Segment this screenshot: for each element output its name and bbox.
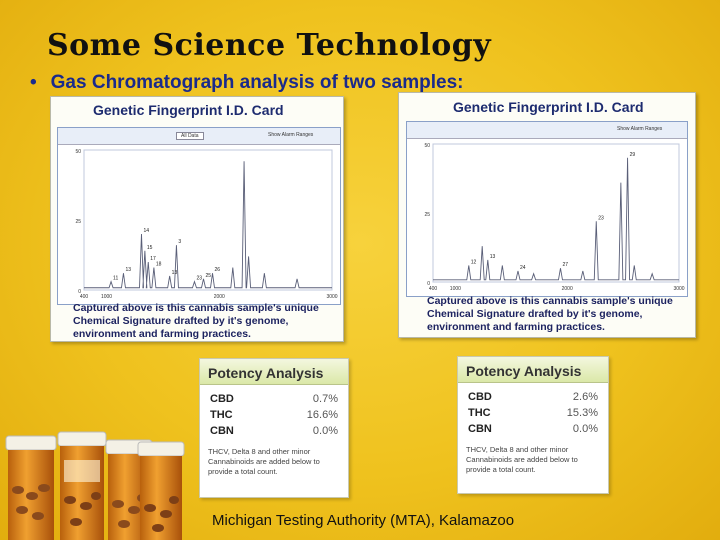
potency-note: THCV, Delta 8 and other minor Cannabinoi… xyxy=(466,445,578,474)
bullet-icon: • xyxy=(30,72,37,93)
card-caption: Captured above is this cannabis sample's… xyxy=(73,302,319,340)
potency-panel-1: Potency Analysis CBD 0.7% THC 16.6% CBN 0.0… xyxy=(199,358,349,498)
peak-label: 29 xyxy=(630,152,636,158)
cannabinoid-label: CBD xyxy=(468,391,492,403)
x-tick-label: 400 xyxy=(429,286,438,292)
potency-row-cbn: CBN 0.0% xyxy=(200,425,348,441)
chart-toolbar: Show Alarm Ranges xyxy=(407,122,687,139)
alarm-ranges-link[interactable]: Show Alarm Ranges xyxy=(268,132,314,138)
fingerprint-card-2: Genetic Fingerprint I.D. Card Show Alarm… xyxy=(398,92,696,338)
x-tick-label: 2000 xyxy=(562,286,573,292)
x-tick-label: 1000 xyxy=(450,286,461,292)
potency-header: Potency Analysis xyxy=(200,359,348,385)
peak-label: 26 xyxy=(215,267,221,273)
bullet-text: • Gas Chromatograph analysis of two sampl… xyxy=(30,72,463,94)
cannabinoid-label: CBN xyxy=(210,425,234,437)
plot-area xyxy=(432,143,680,283)
bullet-label: Gas Chromatograph analysis of two sample… xyxy=(50,72,464,93)
footer-credit: Michigan Testing Authority (MTA), Kalama… xyxy=(212,512,515,529)
potency-row-thc: THC 15.3% xyxy=(458,407,608,423)
alarm-ranges-link[interactable]: Show Alarm Ranges xyxy=(617,126,663,132)
plot-area xyxy=(83,149,333,291)
potency-panel-2: Potency Analysis CBD 2.6% THC 15.3% CBN 0.0… xyxy=(457,356,609,494)
y-tick-label: 0 xyxy=(427,281,430,287)
cannabinoid-label: CBD xyxy=(210,393,234,405)
x-tick-label: 3000 xyxy=(673,286,684,292)
cannabinoid-label: THC xyxy=(468,407,491,419)
potency-row-cbd: CBD 0.7% xyxy=(200,393,348,409)
y-tick-label: 50 xyxy=(75,149,81,155)
peak-label: 18 xyxy=(156,262,162,268)
y-tick-label: 0 xyxy=(78,289,81,295)
potency-header: Potency Analysis xyxy=(458,357,608,383)
x-tick-label: 3000 xyxy=(326,294,337,300)
pill-bottles-image xyxy=(5,431,185,540)
potency-row-thc: THC 16.6% xyxy=(200,409,348,425)
cannabinoid-label: THC xyxy=(210,409,233,421)
peak-label: 23 xyxy=(598,215,604,221)
peak-label: 25 xyxy=(205,273,211,279)
cannabinoid-value: 0.0% xyxy=(572,423,598,435)
x-tick-label: 1000 xyxy=(101,294,112,300)
peak-label: 15 xyxy=(147,245,153,251)
peak-label: 3 xyxy=(178,239,181,245)
card-caption: Captured above is this cannabis sample's… xyxy=(427,295,673,333)
fingerprint-card-1: Genetic Fingerprint I.D. Card All Data S… xyxy=(50,96,344,342)
chart-toolbar: All Data Show Alarm Ranges xyxy=(58,128,340,145)
cannabinoid-value: 16.6% xyxy=(306,409,338,421)
peak-label: 11 xyxy=(113,276,118,282)
cannabinoid-value: 0.7% xyxy=(312,393,338,405)
all-data-tab[interactable]: All Data xyxy=(176,132,204,140)
chromatogram-trace xyxy=(433,157,679,281)
peak-label: 23 xyxy=(196,276,202,282)
cannabinoid-value: 15.3% xyxy=(566,407,598,419)
y-tick-label: 25 xyxy=(75,219,81,225)
potency-note: THCV, Delta 8 and other minor Cannabinoi… xyxy=(208,447,320,476)
chromatogram-trace xyxy=(84,161,332,289)
peak-label: 14 xyxy=(143,228,149,234)
x-tick-label: 400 xyxy=(80,294,89,300)
bottle-2 xyxy=(57,431,107,540)
peak-label: 13 xyxy=(172,270,178,276)
peak-label: 13 xyxy=(490,254,496,260)
potency-row-cbd: CBD 2.6% xyxy=(458,391,608,407)
card-header: Genetic Fingerprint I.D. Card xyxy=(453,99,644,115)
potency-row-cbn: CBN 0.0% xyxy=(458,423,608,439)
x-tick-label: 2000 xyxy=(214,294,225,300)
chromatogram-frame: Show Alarm Ranges 50 25 0 400 1000 2000 3000 12… xyxy=(406,121,688,297)
cannabinoid-value: 0.0% xyxy=(312,425,338,437)
bottle-1 xyxy=(5,435,57,540)
y-tick-label: 25 xyxy=(424,212,430,218)
peak-label: 27 xyxy=(562,262,568,268)
peak-label: 17 xyxy=(150,256,156,262)
cannabinoid-label: CBN xyxy=(468,423,492,435)
y-tick-label: 50 xyxy=(424,143,430,149)
slide-title: Some Science Technology xyxy=(47,28,492,63)
peak-label: 13 xyxy=(125,267,131,273)
chromatogram-frame: All Data Show Alarm Ranges 50 25 0 400 1000 2… xyxy=(57,127,341,305)
bottle-4 xyxy=(137,441,185,540)
peak-label: 12 xyxy=(471,259,477,265)
cannabinoid-value: 2.6% xyxy=(572,391,598,403)
card-header: Genetic Fingerprint I.D. Card xyxy=(93,102,284,118)
peak-label: 24 xyxy=(520,265,526,271)
